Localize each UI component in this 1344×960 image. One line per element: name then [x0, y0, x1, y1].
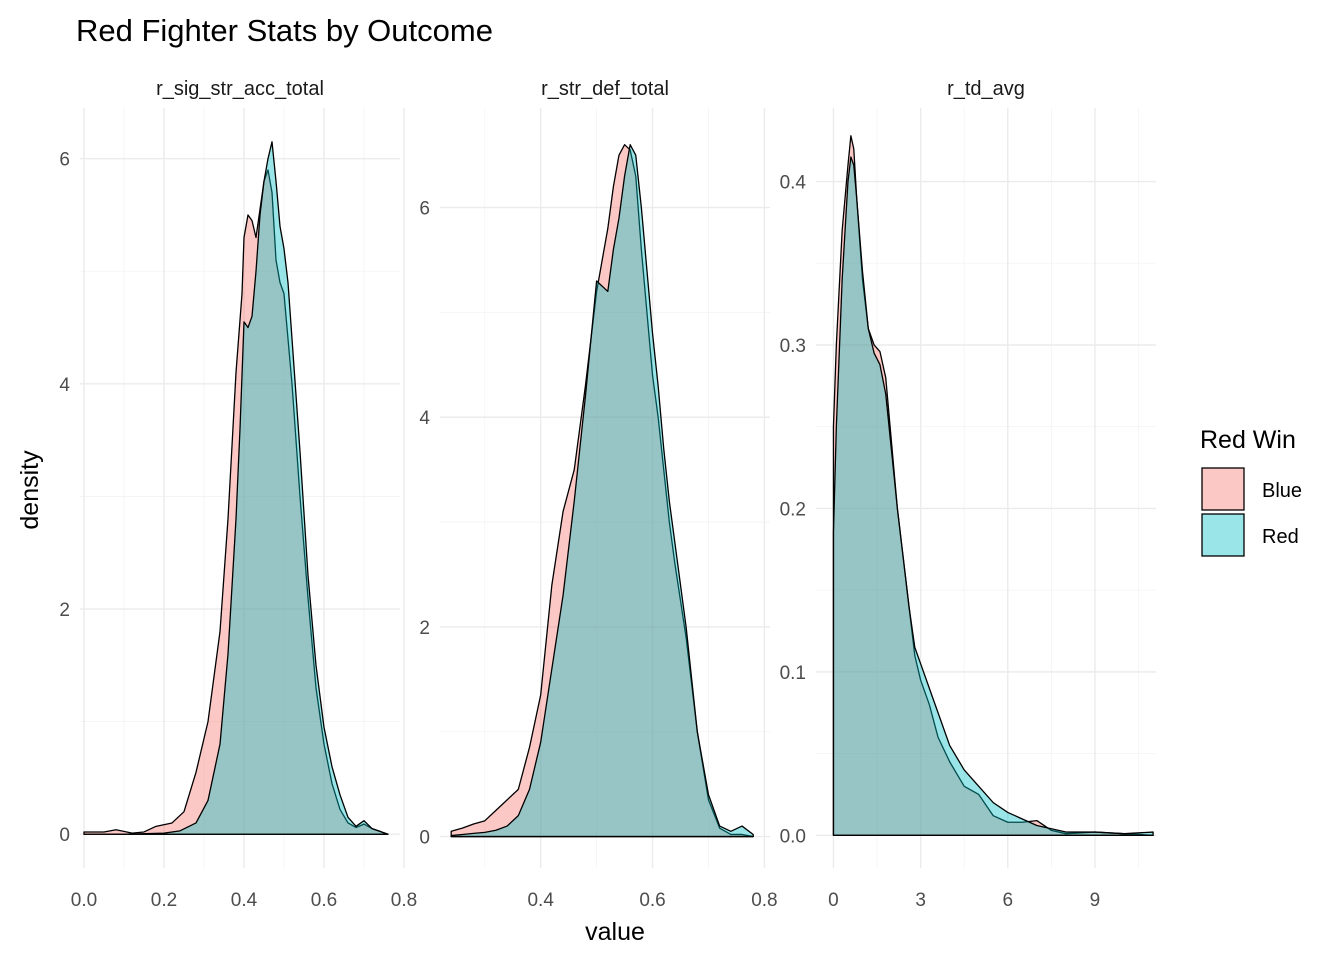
x-tick-label: 0.8 [751, 890, 777, 911]
density-area-red [832, 156, 1154, 836]
legend-label-blue: Blue [1262, 480, 1302, 502]
strip-label: r_td_avg [947, 78, 1025, 100]
x-tick-label: 6 [1003, 890, 1014, 911]
legend-label-red: Red [1262, 526, 1299, 548]
facet-panel-0: r_sig_str_acc_total 0.0 0.2 0.4 0.6 0.8 0 2 4 6 [59, 78, 417, 911]
y-tick-label: 0.2 [780, 499, 806, 520]
x-tick-label: 3 [915, 890, 926, 911]
y-tick-label: 6 [59, 150, 70, 171]
y-tick-label: 0.4 [780, 173, 807, 194]
y-tick-label: 4 [419, 408, 430, 429]
x-tick-label: 0.4 [231, 890, 258, 911]
legend-key-blue [1201, 467, 1245, 511]
x-tick-label: 9 [1090, 890, 1101, 911]
legend-key-red [1201, 513, 1245, 557]
y-tick-label: 0.3 [780, 336, 806, 357]
y-tick-label: 2 [419, 618, 430, 639]
y-tick-label: 0.1 [780, 663, 806, 684]
strip-label: r_sig_str_acc_total [156, 78, 324, 100]
facet-panel-1: r_str_def_total 0.4 0.6 0.8 0 2 4 6 [419, 78, 777, 911]
facet-panel-2: r_td_avg 0 3 6 9 0.0 0.1 0.2 0.3 0.4 [780, 78, 1156, 911]
strip-label: r_str_def_total [541, 78, 669, 100]
chart-title: Red Fighter Stats by Outcome [76, 13, 493, 48]
x-tick-label: 0.6 [311, 890, 337, 911]
y-tick-label: 4 [59, 375, 70, 396]
legend-entries: Blue Red [1201, 467, 1302, 557]
y-tick-label: 0 [419, 828, 430, 849]
y-tick-label: 0 [59, 825, 70, 846]
y-tick-label: 0.0 [780, 826, 806, 847]
y-axis-title: density [16, 450, 44, 530]
x-tick-label: 0.0 [71, 890, 97, 911]
x-tick-label: 0.4 [527, 890, 554, 911]
x-tick-label: 0.2 [151, 890, 177, 911]
density-area-blue [83, 169, 389, 835]
density-area-red [450, 144, 754, 838]
y-tick-label: 6 [419, 199, 430, 220]
x-tick-label: 0 [828, 890, 839, 911]
x-tick-label: 0.6 [639, 890, 665, 911]
x-tick-label: 0.8 [391, 890, 417, 911]
legend: Red Win Blue Red [1200, 426, 1302, 557]
x-axis-title: value [585, 918, 645, 946]
y-tick-label: 2 [59, 600, 70, 621]
density-area-red [83, 141, 389, 835]
legend-title: Red Win [1200, 426, 1296, 454]
